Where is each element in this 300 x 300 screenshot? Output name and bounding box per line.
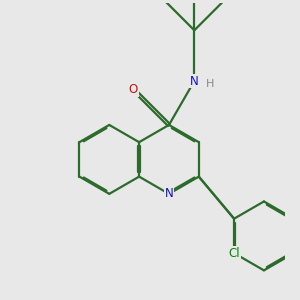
Text: N: N [165,188,173,200]
Text: Cl: Cl [228,247,240,260]
Text: H: H [206,79,214,88]
Text: N: N [190,74,199,88]
Text: O: O [128,82,138,96]
